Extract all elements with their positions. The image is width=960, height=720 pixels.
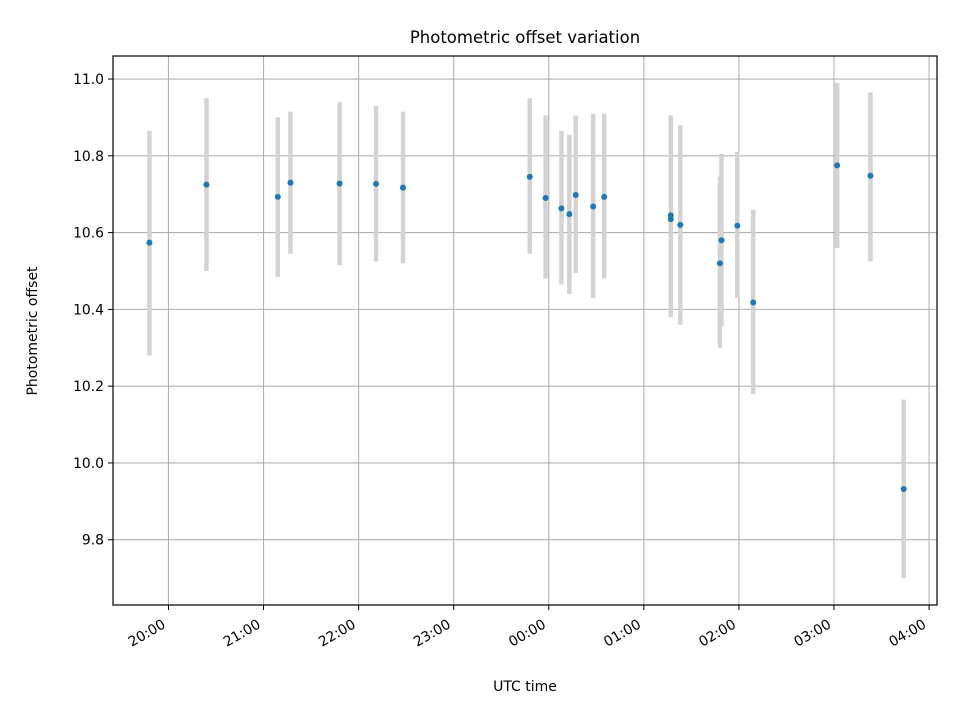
y-tick-label: 10.0 [73, 456, 104, 472]
data-point [566, 211, 573, 218]
data-points [146, 162, 907, 493]
data-point [667, 216, 674, 223]
data-point [526, 173, 533, 180]
data-point [203, 181, 210, 188]
data-point [287, 179, 294, 186]
y-tick-label: 10.8 [73, 149, 104, 165]
data-point [716, 260, 723, 267]
data-point [834, 162, 841, 169]
data-point [336, 180, 343, 187]
data-point [601, 193, 608, 200]
y-axis-label: Photometric offset [25, 266, 41, 396]
data-point [590, 203, 597, 210]
data-point [750, 299, 757, 306]
y-axis-ticks: 9.8 10.0 10.2 10.4 10.6 10.8 11.0 [73, 72, 113, 549]
y-tick-label: 10.2 [73, 379, 104, 395]
x-axis-label: UTC time [493, 679, 557, 695]
data-point [146, 239, 153, 246]
data-point [274, 193, 281, 200]
data-point [399, 184, 406, 191]
chart-title: Photometric offset variation [410, 28, 640, 47]
data-point [572, 191, 579, 198]
data-point [718, 237, 725, 244]
data-point [867, 172, 874, 179]
grid-lines [113, 56, 937, 605]
y-tick-label: 10.4 [73, 302, 104, 318]
data-point [900, 486, 907, 493]
y-tick-label: 10.6 [73, 226, 104, 242]
data-point [373, 180, 380, 187]
data-point [734, 222, 741, 229]
data-point [542, 195, 549, 202]
data-point [677, 221, 684, 228]
plot-frame [112, 55, 938, 606]
data-point [558, 205, 565, 212]
y-tick-label: 11.0 [73, 72, 104, 88]
y-tick-label: 9.8 [82, 533, 104, 549]
